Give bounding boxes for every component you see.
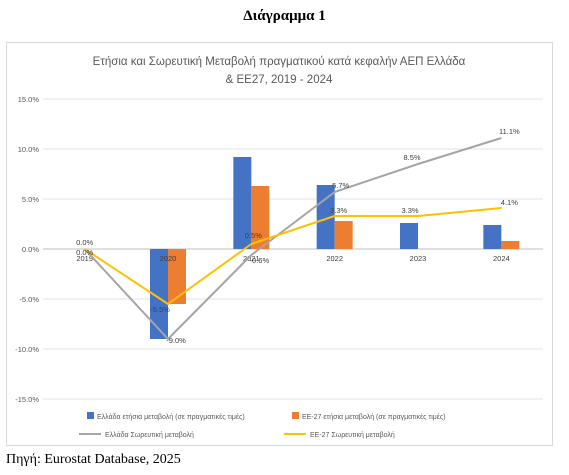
bar-eu27-annual [501,241,520,249]
data-label: 0.0% [76,248,93,257]
data-label: 5.7% [332,181,349,190]
y-tick-label: 15.0% [18,95,40,104]
x-tick-label: 2021 [243,254,260,263]
x-tick-label: 2023 [410,254,427,263]
data-label: 0.0% [76,238,93,247]
y-tick-label: 0.0% [22,245,39,254]
data-label: 8.5% [403,153,420,162]
bar-eu27-annual [334,221,353,249]
bar-greece-annual [483,225,502,249]
y-tick-label: 10.0% [18,145,40,154]
x-tick-label: 2019 [76,254,93,263]
y-tick-label: -5.0% [19,295,39,304]
legend-swatch [292,412,299,419]
bar-greece-annual [150,249,168,339]
y-tick-label: -10.0% [15,345,39,354]
legend-label: ΕΕ-27 ετήσια μεταβολή (σε πραγματικές τι… [302,413,446,421]
chart-title-line1: Ετήσια και Σωρευτική Μεταβολή πραγματικο… [93,56,466,68]
data-label: 3.3% [401,206,418,215]
bar-greece-annual [400,223,418,249]
chart-frame: Ετήσια και Σωρευτική Μεταβολή πραγματικο… [6,42,553,446]
line-eu27-cumulative [84,207,502,305]
data-label: -5.5% [150,305,170,314]
line-greece-cumulative [83,137,502,340]
data-label: -9.0% [166,336,186,345]
x-tick-label: 2020 [160,254,177,263]
figure-heading: Διάγραμμα 1 [243,8,326,24]
source-note: Πηγή: Eurostat Database, 2025 [6,452,181,467]
legend-swatch [87,412,94,419]
data-label: 4.1% [501,198,518,207]
data-label: -0.6% [250,256,270,265]
x-tick-label: 2022 [326,254,343,263]
y-tick-label: -15.0% [15,395,39,404]
bar-eu27-annual [251,186,270,249]
legend-label: Ελλάδα Σωρευτική μεταβολή [105,431,194,439]
legend-label: ΕΕ-27 Σωρευτική μεταβολή [310,432,395,439]
bar-eu27-annual [168,249,186,304]
data-label: 3.3% [330,206,347,215]
legend-label: Ελλάδα ετήσια μεταβολή (σε πραγματικές τ… [97,413,245,421]
x-tick-label: 2024 [493,254,510,263]
data-label: 0.5% [245,231,262,240]
bar-greece-annual [233,157,252,249]
chart-title-line2: & ΕΕ27, 2019 - 2024 [226,74,333,86]
chart: Ετήσια και Σωρευτική Μεταβολή πραγματικο… [15,56,543,439]
y-tick-label: 5.0% [22,195,39,204]
data-label: 11.1% [499,127,520,136]
